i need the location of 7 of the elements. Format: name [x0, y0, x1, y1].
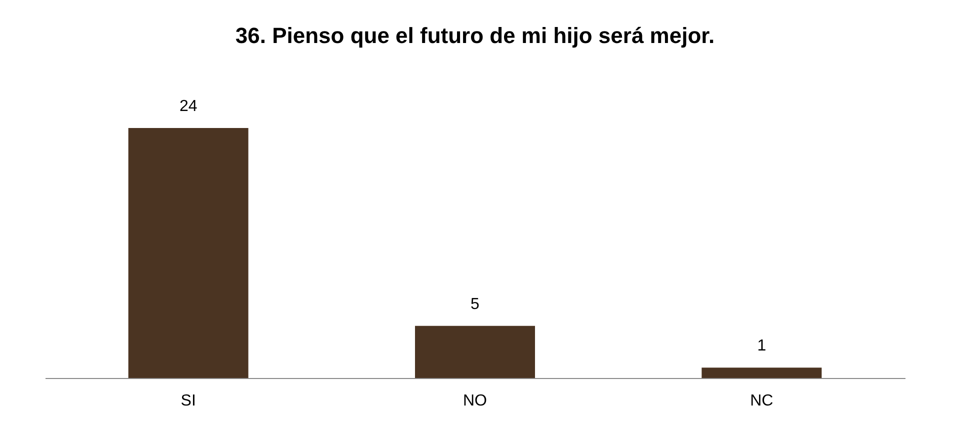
chart-title: 36. Pienso que el futuro de mi hijo será mejor.: [235, 23, 715, 48]
data-label: 1: [757, 338, 766, 355]
data-label: 5: [470, 296, 480, 313]
x-tick-label: NC: [750, 392, 774, 410]
x-tick-label: SI: [180, 392, 196, 410]
x-tick-label: NO: [463, 392, 487, 410]
data-label: 24: [179, 98, 198, 115]
